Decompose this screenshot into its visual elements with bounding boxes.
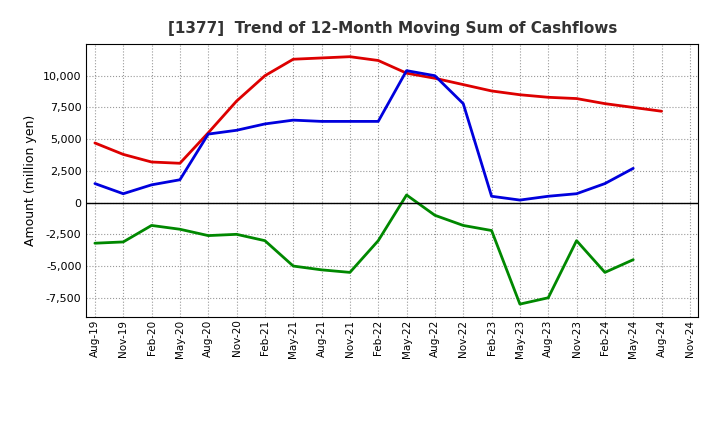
- Operating Cashflow: [289, 57, 297, 62]
- Y-axis label: Amount (million yen): Amount (million yen): [24, 115, 37, 246]
- Operating Cashflow: [148, 159, 156, 165]
- Operating Cashflow: [374, 58, 382, 63]
- Free Cashflow: [402, 68, 411, 73]
- Investing Cashflow: [402, 192, 411, 198]
- Free Cashflow: [459, 101, 467, 106]
- Investing Cashflow: [148, 223, 156, 228]
- Operating Cashflow: [600, 101, 609, 106]
- Operating Cashflow: [657, 109, 666, 114]
- Free Cashflow: [204, 132, 212, 137]
- Operating Cashflow: [119, 152, 127, 157]
- Line: Free Cashflow: Free Cashflow: [95, 71, 633, 200]
- Operating Cashflow: [204, 130, 212, 136]
- Operating Cashflow: [176, 161, 184, 166]
- Title: [1377]  Trend of 12-Month Moving Sum of Cashflows: [1377] Trend of 12-Month Moving Sum of C…: [168, 21, 617, 36]
- Operating Cashflow: [572, 96, 581, 101]
- Investing Cashflow: [431, 213, 439, 218]
- Free Cashflow: [374, 119, 382, 124]
- Free Cashflow: [544, 194, 552, 199]
- Investing Cashflow: [204, 233, 212, 238]
- Operating Cashflow: [629, 105, 637, 110]
- Free Cashflow: [487, 194, 496, 199]
- Free Cashflow: [233, 128, 241, 133]
- Free Cashflow: [346, 119, 354, 124]
- Operating Cashflow: [516, 92, 524, 97]
- Free Cashflow: [119, 191, 127, 196]
- Investing Cashflow: [91, 241, 99, 246]
- Investing Cashflow: [572, 238, 581, 243]
- Free Cashflow: [148, 182, 156, 187]
- Operating Cashflow: [318, 55, 326, 61]
- Investing Cashflow: [346, 270, 354, 275]
- Investing Cashflow: [487, 228, 496, 233]
- Free Cashflow: [572, 191, 581, 196]
- Operating Cashflow: [233, 99, 241, 104]
- Operating Cashflow: [459, 82, 467, 87]
- Investing Cashflow: [318, 267, 326, 272]
- Investing Cashflow: [544, 295, 552, 301]
- Line: Investing Cashflow: Investing Cashflow: [95, 195, 633, 304]
- Operating Cashflow: [544, 95, 552, 100]
- Investing Cashflow: [629, 257, 637, 262]
- Free Cashflow: [431, 73, 439, 78]
- Investing Cashflow: [233, 232, 241, 237]
- Operating Cashflow: [91, 140, 99, 146]
- Investing Cashflow: [261, 238, 269, 243]
- Free Cashflow: [600, 181, 609, 186]
- Free Cashflow: [289, 117, 297, 123]
- Investing Cashflow: [459, 223, 467, 228]
- Operating Cashflow: [487, 88, 496, 94]
- Operating Cashflow: [431, 76, 439, 81]
- Free Cashflow: [261, 121, 269, 127]
- Operating Cashflow: [402, 70, 411, 76]
- Free Cashflow: [91, 181, 99, 186]
- Line: Operating Cashflow: Operating Cashflow: [95, 57, 662, 163]
- Investing Cashflow: [119, 239, 127, 245]
- Investing Cashflow: [176, 227, 184, 232]
- Investing Cashflow: [516, 301, 524, 307]
- Free Cashflow: [629, 166, 637, 171]
- Free Cashflow: [176, 177, 184, 183]
- Free Cashflow: [318, 119, 326, 124]
- Legend: Operating Cashflow, Investing Cashflow, Free Cashflow: Operating Cashflow, Investing Cashflow, …: [150, 438, 635, 440]
- Investing Cashflow: [289, 264, 297, 269]
- Investing Cashflow: [374, 238, 382, 243]
- Investing Cashflow: [600, 270, 609, 275]
- Operating Cashflow: [261, 73, 269, 78]
- Operating Cashflow: [346, 54, 354, 59]
- Free Cashflow: [516, 198, 524, 203]
